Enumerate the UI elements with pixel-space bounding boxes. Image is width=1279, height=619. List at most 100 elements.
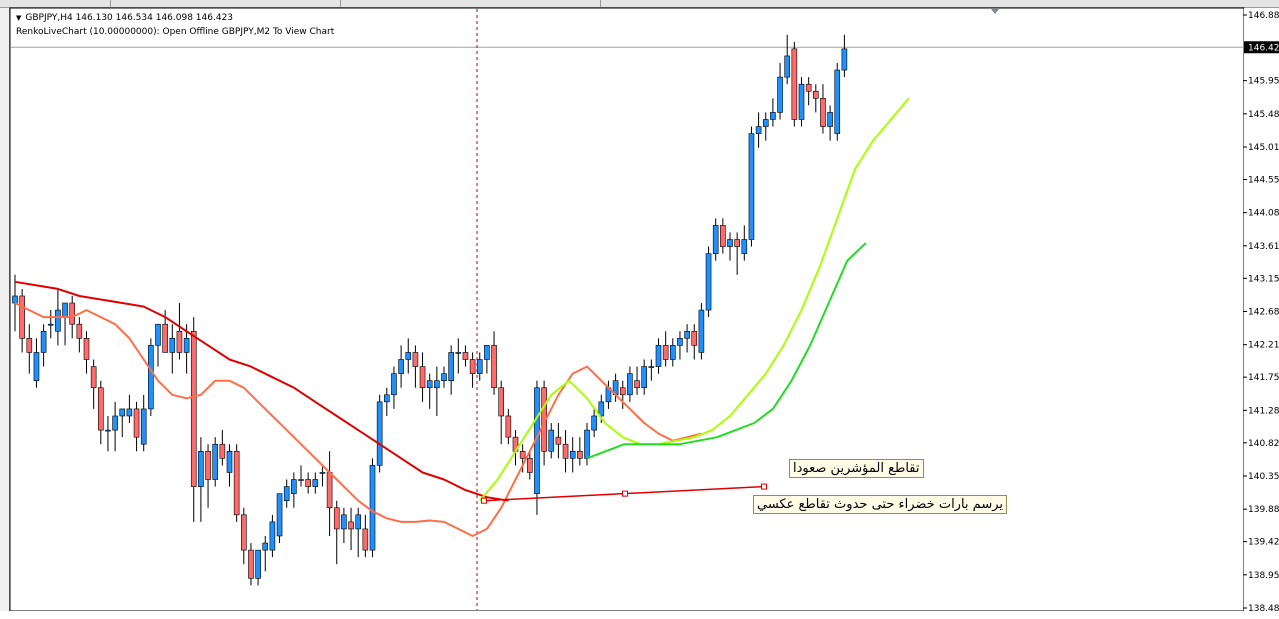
candle-body [319, 472, 326, 474]
candle-body [12, 295, 18, 304]
candle-body [805, 83, 812, 92]
candle-body [505, 415, 512, 438]
candle-body [619, 387, 626, 396]
candle-body [755, 126, 762, 134]
candle-body [205, 450, 211, 480]
candle-body [312, 479, 319, 487]
candle-body [19, 295, 25, 339]
candle-body [834, 69, 841, 134]
candle-body [698, 309, 705, 353]
candle-body [591, 415, 597, 431]
candle-body [434, 380, 440, 389]
y-tick-label: 144.080 [1248, 209, 1279, 219]
candle-body [126, 408, 133, 417]
y-tick-label: 141.750 [1248, 373, 1279, 383]
candle-body [162, 323, 168, 353]
y-axis-panel [1244, 8, 1279, 619]
candle-body [226, 450, 233, 473]
candle-body [569, 450, 576, 459]
y-tick-label: 143.610 [1248, 242, 1279, 252]
trendline-handle [622, 490, 628, 497]
candle-body [190, 330, 197, 487]
candle-body [491, 345, 497, 389]
y-tick-label: 146.880 [1248, 11, 1279, 21]
candle-body [584, 429, 590, 459]
candle-body [212, 443, 218, 480]
y-tick-label: 145.010 [1248, 143, 1279, 153]
candle-body [305, 479, 311, 487]
candle-body [291, 479, 297, 494]
candle-body [448, 352, 454, 381]
candle-body [741, 239, 748, 254]
y-tick-label: 138.480 [1248, 604, 1279, 614]
candle-body [748, 133, 755, 240]
shift-marker-icon [991, 9, 999, 14]
trendline-handle [761, 483, 767, 490]
candle-body [469, 359, 476, 374]
y-tick-label: 139.880 [1248, 505, 1279, 515]
candle-body [777, 76, 783, 113]
candle-body [498, 387, 505, 417]
y-tick-label: 145.950 [1248, 77, 1279, 87]
candle-body [727, 239, 733, 247]
candle-body [326, 472, 333, 509]
candle-body [83, 338, 90, 360]
candle-body [369, 465, 376, 551]
candle-body [262, 542, 269, 551]
y-tick-label: 142.210 [1248, 341, 1279, 351]
candle-body [720, 225, 726, 247]
candle-body [412, 352, 419, 367]
tab-separator [0, 0, 111, 7]
candle-body [662, 345, 669, 360]
candle-body [705, 253, 712, 311]
candle-body [426, 380, 433, 389]
y-tick-label: 142.680 [1248, 308, 1279, 318]
candle-body [33, 352, 40, 381]
candle-body [641, 366, 648, 389]
y-tick-label: 140.350 [1248, 472, 1279, 482]
candle-body [76, 323, 83, 339]
candle-body [98, 387, 104, 431]
chart-legend: ▼ GBPJPY,H4 146.130 146.534 146.098 146.4… [16, 11, 334, 39]
candle-body [155, 323, 161, 346]
candle-body [405, 352, 412, 360]
candle-body [105, 429, 111, 432]
candle-body [577, 450, 583, 459]
candle-body [55, 309, 61, 332]
annotation-draw-green[interactable]: يرسم بارات خضراء حتى حدوث تقاطع عكسي [753, 495, 1008, 514]
candle-body [176, 330, 183, 353]
candle-body [476, 359, 483, 374]
ma-fast-line [14, 302, 702, 537]
candle-body [69, 302, 75, 325]
candle-body [462, 352, 469, 360]
candle-body [40, 330, 47, 353]
candle-body [169, 338, 176, 353]
y-tick-label: 140.820 [1248, 439, 1279, 449]
candle-body [684, 330, 690, 339]
candle-body [26, 338, 33, 353]
trendline-handle [481, 497, 487, 504]
y-tick-label: 141.280 [1248, 406, 1279, 416]
annotation-crossover-up[interactable]: تقاطع المؤشرين صعودا [789, 459, 924, 478]
y-tick-label: 145.480 [1248, 110, 1279, 120]
candle-body [598, 401, 605, 417]
candle-body [241, 514, 247, 551]
indicator-label: RenkoLiveChart (10.00000000): Open Offli… [16, 27, 335, 37]
candle-body [269, 521, 276, 551]
collapse-arrow-icon[interactable]: ▼ [16, 14, 22, 22]
bottom-scrollbar[interactable] [0, 611, 1279, 619]
candle-body [248, 549, 254, 579]
candle-body [47, 323, 54, 326]
candle-body [526, 458, 533, 473]
candle-body [655, 345, 662, 367]
candle-body [419, 366, 426, 389]
candle-body [276, 493, 283, 537]
candle-body [355, 514, 362, 530]
y-tick-label: 138.950 [1248, 571, 1279, 581]
plot-frame [9, 7, 1245, 612]
candle-body [841, 48, 848, 71]
candle-body [140, 408, 147, 445]
candle-body [519, 450, 526, 459]
candle-body [770, 112, 776, 120]
